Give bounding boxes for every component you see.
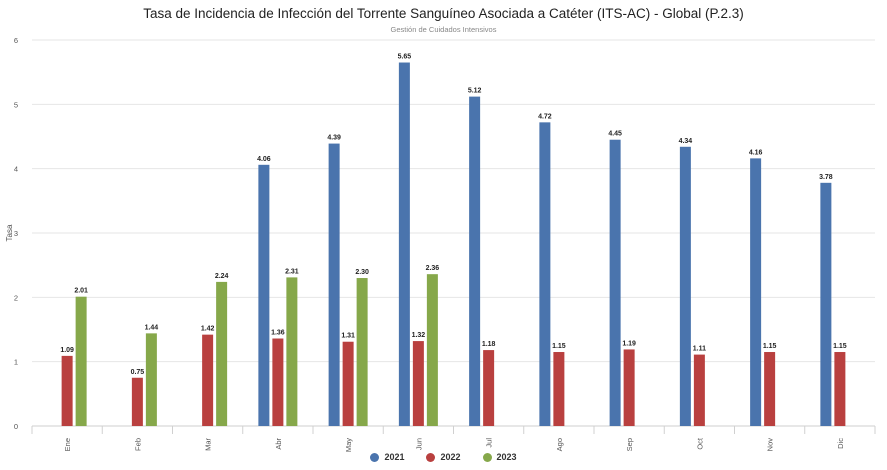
data-label: 0.75 bbox=[131, 369, 145, 376]
data-label: 4.06 bbox=[257, 156, 271, 163]
chart-subtitle: Gestión de Cuidados Intensivos bbox=[390, 25, 497, 34]
legend-label: 2021 bbox=[384, 452, 405, 462]
bar-2021 bbox=[820, 182, 832, 426]
x-tick-label: Ago bbox=[555, 438, 564, 451]
data-label: 4.16 bbox=[749, 149, 763, 156]
legend-item-2023[interactable]: 2023 bbox=[482, 452, 517, 462]
bar-2021 bbox=[679, 146, 691, 426]
bar-2021 bbox=[398, 62, 410, 427]
bar-2021 bbox=[539, 122, 551, 426]
data-label: 1.15 bbox=[833, 343, 847, 350]
x-tick-label: Nov bbox=[766, 438, 775, 452]
legend-swatch bbox=[426, 452, 436, 462]
chart-legend: 2021 2022 2023 bbox=[0, 452, 887, 462]
bar-2022 bbox=[483, 350, 495, 426]
data-label: 1.32 bbox=[412, 332, 426, 339]
data-label: 2.01 bbox=[74, 288, 88, 295]
legend-swatch bbox=[370, 452, 380, 462]
legend-label: 2023 bbox=[496, 452, 517, 462]
data-label: 2.36 bbox=[426, 265, 440, 272]
legend-item-2021[interactable]: 2021 bbox=[370, 452, 404, 462]
bar-2022 bbox=[202, 334, 214, 426]
legend-item-2022[interactable]: 2022 bbox=[426, 452, 461, 462]
bar-2022 bbox=[764, 352, 776, 426]
x-tick-label: Feb bbox=[133, 438, 142, 451]
bar-2022 bbox=[342, 341, 354, 426]
bar-2022 bbox=[131, 377, 143, 426]
bar-2023 bbox=[356, 278, 368, 426]
y-tick-label: 2 bbox=[14, 293, 18, 302]
bar-2021 bbox=[258, 164, 270, 426]
bar-2021 bbox=[750, 158, 762, 426]
bar-2023 bbox=[75, 296, 87, 426]
data-label: 2.24 bbox=[215, 273, 229, 280]
y-tick-label: 0 bbox=[14, 422, 18, 431]
x-tick-label: Mar bbox=[204, 438, 213, 451]
y-axis-label: Tasa bbox=[5, 224, 14, 241]
data-label: 1.15 bbox=[552, 343, 566, 350]
bar-2023 bbox=[426, 274, 438, 426]
bar-2023 bbox=[286, 277, 298, 426]
data-label: 1.11 bbox=[693, 346, 706, 353]
bar-2022 bbox=[61, 355, 73, 426]
y-tick-label: 3 bbox=[14, 229, 18, 238]
x-tick-label: Jun bbox=[414, 438, 423, 450]
y-tick-label: 6 bbox=[14, 36, 18, 45]
data-label: 1.15 bbox=[763, 343, 777, 350]
data-label: 4.34 bbox=[679, 138, 693, 145]
data-label: 3.78 bbox=[819, 174, 833, 181]
data-label: 1.09 bbox=[60, 347, 74, 354]
data-label: 5.12 bbox=[468, 88, 482, 95]
x-tick-label: Jul bbox=[485, 438, 494, 448]
x-tick-label: Dic bbox=[836, 438, 845, 449]
data-label: 1.31 bbox=[341, 333, 355, 340]
chart-title: Tasa de Incidencia de Infección del Torr… bbox=[143, 6, 744, 21]
bar-2022 bbox=[834, 352, 846, 426]
y-tick-label: 4 bbox=[14, 165, 18, 174]
bar-2021 bbox=[469, 96, 481, 426]
data-label: 1.42 bbox=[201, 326, 215, 333]
bar-2022 bbox=[693, 354, 705, 426]
bar-2022 bbox=[272, 338, 284, 426]
data-label: 4.39 bbox=[327, 135, 341, 142]
legend-label: 2022 bbox=[440, 452, 461, 462]
data-label: 5.65 bbox=[398, 54, 412, 61]
bar-2022 bbox=[412, 341, 424, 426]
x-tick-label: Sep bbox=[625, 438, 634, 451]
bar-2021 bbox=[328, 143, 340, 426]
x-tick-label: Ene bbox=[63, 438, 72, 451]
data-label: 1.44 bbox=[145, 324, 159, 331]
y-tick-label: 1 bbox=[14, 358, 18, 367]
bar-2023 bbox=[216, 281, 228, 426]
y-tick-label: 5 bbox=[14, 100, 18, 109]
x-tick-label: Oct bbox=[695, 437, 704, 450]
data-label: 1.18 bbox=[482, 341, 496, 348]
bar-2022 bbox=[623, 349, 635, 426]
bar-2022 bbox=[553, 352, 565, 426]
legend-swatch bbox=[482, 452, 492, 462]
data-label: 2.30 bbox=[355, 269, 369, 276]
x-tick-label: Abr bbox=[274, 437, 283, 449]
data-label: 4.45 bbox=[608, 131, 622, 138]
x-tick-label: May bbox=[344, 438, 353, 452]
data-label: 1.36 bbox=[271, 330, 285, 337]
bar-2021 bbox=[609, 139, 621, 426]
data-label: 1.19 bbox=[622, 340, 636, 347]
data-label: 4.72 bbox=[538, 113, 552, 120]
bar-2023 bbox=[145, 333, 157, 426]
data-label: 2.31 bbox=[285, 268, 299, 275]
